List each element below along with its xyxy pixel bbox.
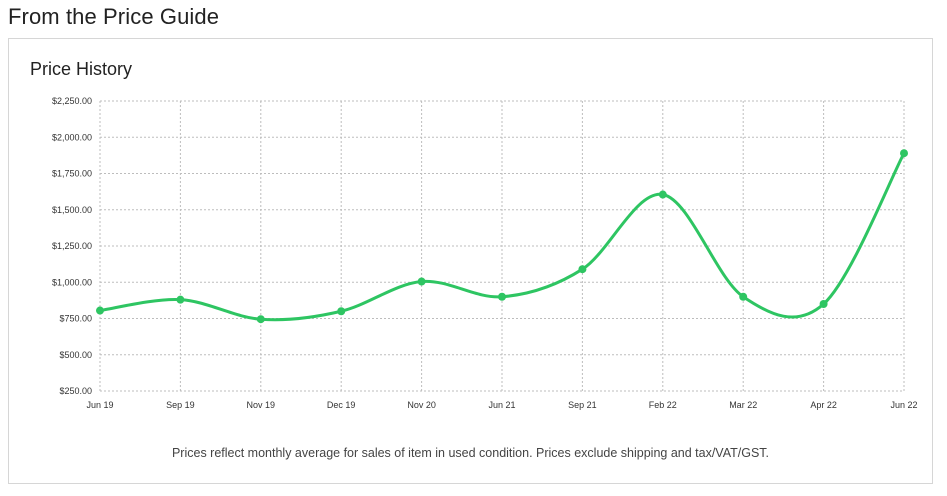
price-point[interactable]	[417, 277, 426, 286]
price-point[interactable]	[256, 315, 265, 324]
y-tick-label: $1,250.00	[52, 241, 92, 251]
y-tick-label: $1,750.00	[52, 169, 92, 179]
price-point[interactable]	[176, 295, 185, 304]
x-tick-label: Nov 19	[247, 400, 276, 410]
price-point[interactable]	[498, 292, 506, 301]
price-point[interactable]	[337, 307, 346, 316]
price-history-card: Price History $250.00 $500.00 $750.00 $1,00…	[8, 38, 933, 484]
price-point[interactable]	[578, 265, 587, 274]
points-layer	[96, 149, 908, 324]
y-tick-label: $2,000.00	[52, 132, 92, 142]
x-tick-label: Sep 21	[568, 400, 597, 410]
chart-title: Price History	[30, 59, 133, 79]
x-tick-label: Feb 22	[649, 400, 677, 410]
y-tick-label: $500.00	[59, 350, 92, 360]
x-tick-label: Jun 21	[488, 400, 515, 410]
y-tick-label: $250.00	[59, 386, 92, 396]
x-tick-label: Jun 19	[86, 400, 113, 410]
y-tick-label: $1,000.00	[52, 277, 92, 287]
x-axis-labels: Jun 19 Sep 19 Nov 19 Dec 19 Nov 20 Jun 21 Sep …	[86, 400, 917, 410]
price-point[interactable]	[739, 292, 748, 301]
grid-layer	[99, 100, 905, 392]
y-tick-label: $2,250.00	[52, 96, 92, 106]
price-point[interactable]	[658, 190, 667, 199]
price-series-line	[98, 151, 906, 322]
price-point[interactable]	[900, 149, 908, 158]
price-point[interactable]	[96, 306, 104, 315]
x-tick-label: Apr 22	[810, 400, 837, 410]
x-tick-label: Nov 20	[407, 400, 436, 410]
y-tick-label: $1,500.00	[52, 205, 92, 215]
x-tick-label: Sep 19	[166, 400, 195, 410]
price-history-chart: $250.00 $500.00 $750.00 $1,000.00 $1,250.00 $…	[52, 96, 918, 410]
price-point[interactable]	[819, 300, 828, 308]
x-tick-label: Mar 22	[729, 400, 757, 410]
x-tick-label: Jun 22	[890, 400, 917, 410]
y-axis-labels: $250.00 $500.00 $750.00 $1,000.00 $1,250.00 $…	[52, 96, 92, 396]
x-tick-label: Dec 19	[327, 400, 356, 410]
section-title: From the Price Guide	[8, 4, 220, 29]
price-footnote: Prices reflect monthly average for sales…	[171, 446, 770, 460]
series-layer	[98, 151, 906, 322]
y-tick-label: $750.00	[59, 314, 92, 324]
